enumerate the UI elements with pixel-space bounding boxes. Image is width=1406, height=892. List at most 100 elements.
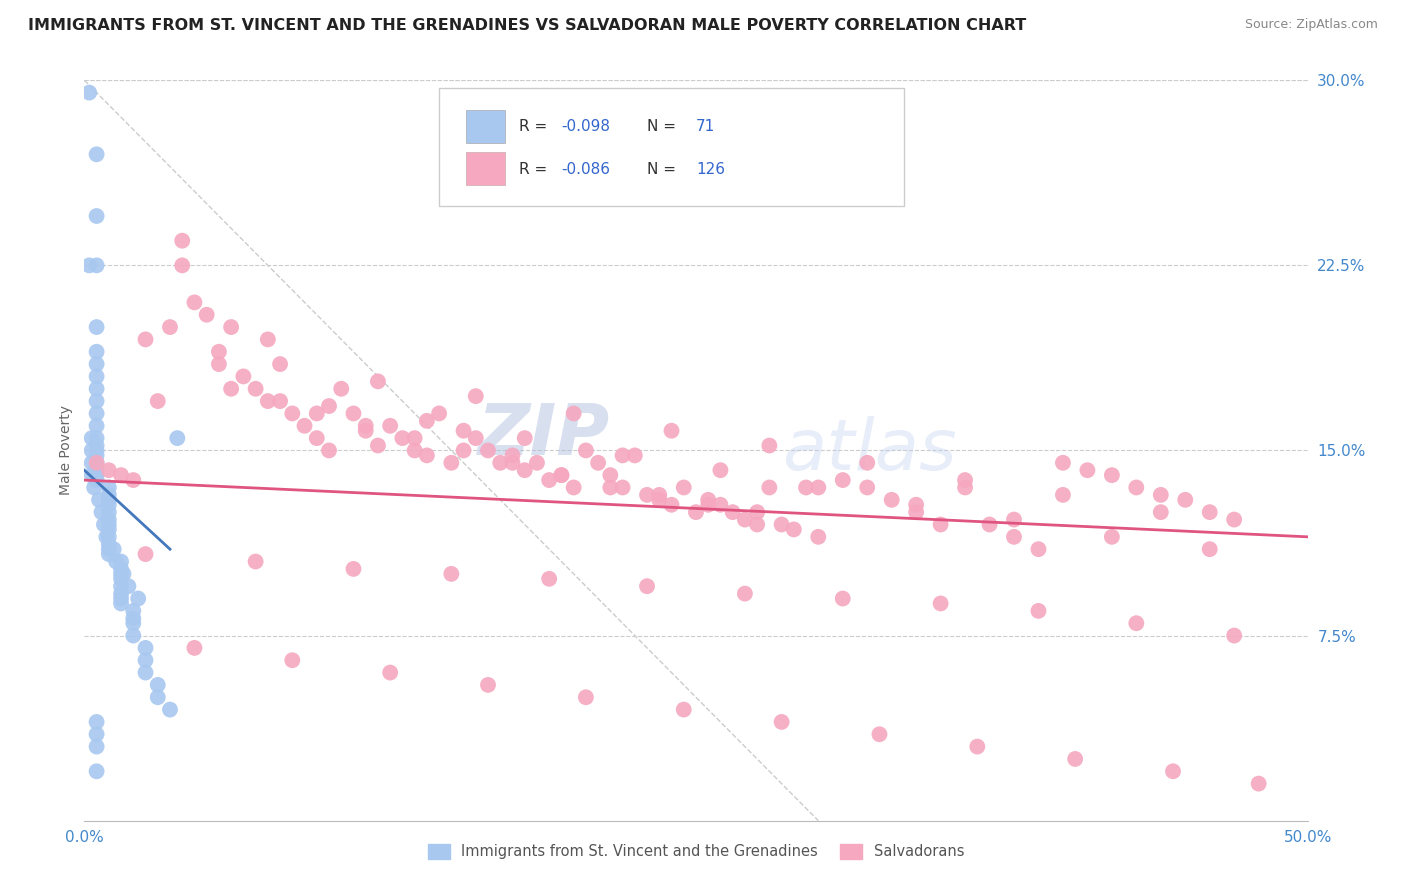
Point [110, 591, 132, 606]
Point [953, 480, 976, 494]
Point [807, 530, 830, 544]
Point [599, 480, 621, 494]
Point [734, 512, 756, 526]
Point [97, 505, 120, 519]
Point [513, 463, 536, 477]
Point [97, 488, 120, 502]
Point [86, 443, 108, 458]
Point [93, 517, 115, 532]
Point [672, 480, 695, 494]
Point [770, 714, 793, 729]
Point [86, 382, 108, 396]
Point [1028, 542, 1050, 557]
Point [1064, 752, 1087, 766]
Point [86, 456, 108, 470]
Point [477, 678, 499, 692]
Point [562, 480, 585, 494]
Point [172, 234, 194, 248]
Point [245, 382, 267, 396]
Point [86, 727, 108, 741]
Text: 71: 71 [696, 120, 716, 135]
Point [97, 523, 120, 537]
Point [305, 431, 328, 445]
Point [354, 418, 377, 433]
Point [86, 320, 108, 334]
Text: -0.098: -0.098 [561, 120, 610, 135]
Point [502, 456, 524, 470]
Point [624, 449, 647, 463]
Bar [465, 153, 505, 186]
Point [709, 463, 731, 477]
Point [281, 407, 304, 421]
Point [1150, 505, 1173, 519]
Point [794, 480, 817, 494]
Point [110, 586, 132, 600]
Point [1052, 488, 1074, 502]
Point [146, 690, 169, 705]
Point [342, 407, 364, 421]
Point [146, 678, 169, 692]
Point [97, 492, 120, 507]
Y-axis label: Male Poverty: Male Poverty [59, 406, 73, 495]
Point [404, 443, 426, 458]
Point [208, 357, 231, 371]
Point [477, 443, 499, 458]
Point [86, 431, 108, 445]
Point [575, 443, 598, 458]
Point [966, 739, 988, 754]
Point [294, 418, 316, 433]
Point [86, 438, 108, 452]
Point [135, 653, 157, 667]
Point [526, 456, 548, 470]
Point [86, 764, 108, 779]
Point [80, 443, 103, 458]
Point [110, 597, 132, 611]
Point [257, 332, 280, 346]
Point [612, 449, 634, 463]
Point [159, 703, 181, 717]
Point [697, 498, 720, 512]
Point [575, 690, 598, 705]
Point [77, 86, 100, 100]
Point [195, 308, 218, 322]
Point [86, 418, 108, 433]
Point [440, 456, 463, 470]
Point [318, 443, 340, 458]
Text: N =: N = [647, 161, 681, 177]
Point [110, 572, 132, 586]
Point [146, 394, 169, 409]
Point [1052, 456, 1074, 470]
Point [86, 714, 108, 729]
Point [159, 320, 181, 334]
Point [979, 517, 1001, 532]
Text: ZIP: ZIP [478, 401, 610, 470]
Point [502, 449, 524, 463]
Point [330, 382, 353, 396]
Point [380, 418, 402, 433]
Point [122, 616, 145, 631]
Legend: Immigrants from St. Vincent and the Grenadines, Salvadorans: Immigrants from St. Vincent and the Gren… [422, 838, 970, 865]
Point [97, 463, 120, 477]
Point [953, 473, 976, 487]
Point [77, 259, 100, 273]
Point [440, 566, 463, 581]
Point [599, 468, 621, 483]
Point [83, 468, 105, 483]
Point [96, 530, 118, 544]
Point [354, 424, 377, 438]
Point [404, 431, 426, 445]
Point [586, 456, 609, 470]
Point [269, 357, 291, 371]
Point [219, 320, 242, 334]
Point [562, 407, 585, 421]
Point [758, 480, 780, 494]
Point [807, 480, 830, 494]
Point [856, 456, 879, 470]
Point [416, 414, 439, 428]
Point [550, 468, 572, 483]
Point [1223, 512, 1246, 526]
Point [1198, 542, 1220, 557]
Point [758, 438, 780, 452]
Point [183, 295, 205, 310]
Text: -0.086: -0.086 [561, 161, 610, 177]
